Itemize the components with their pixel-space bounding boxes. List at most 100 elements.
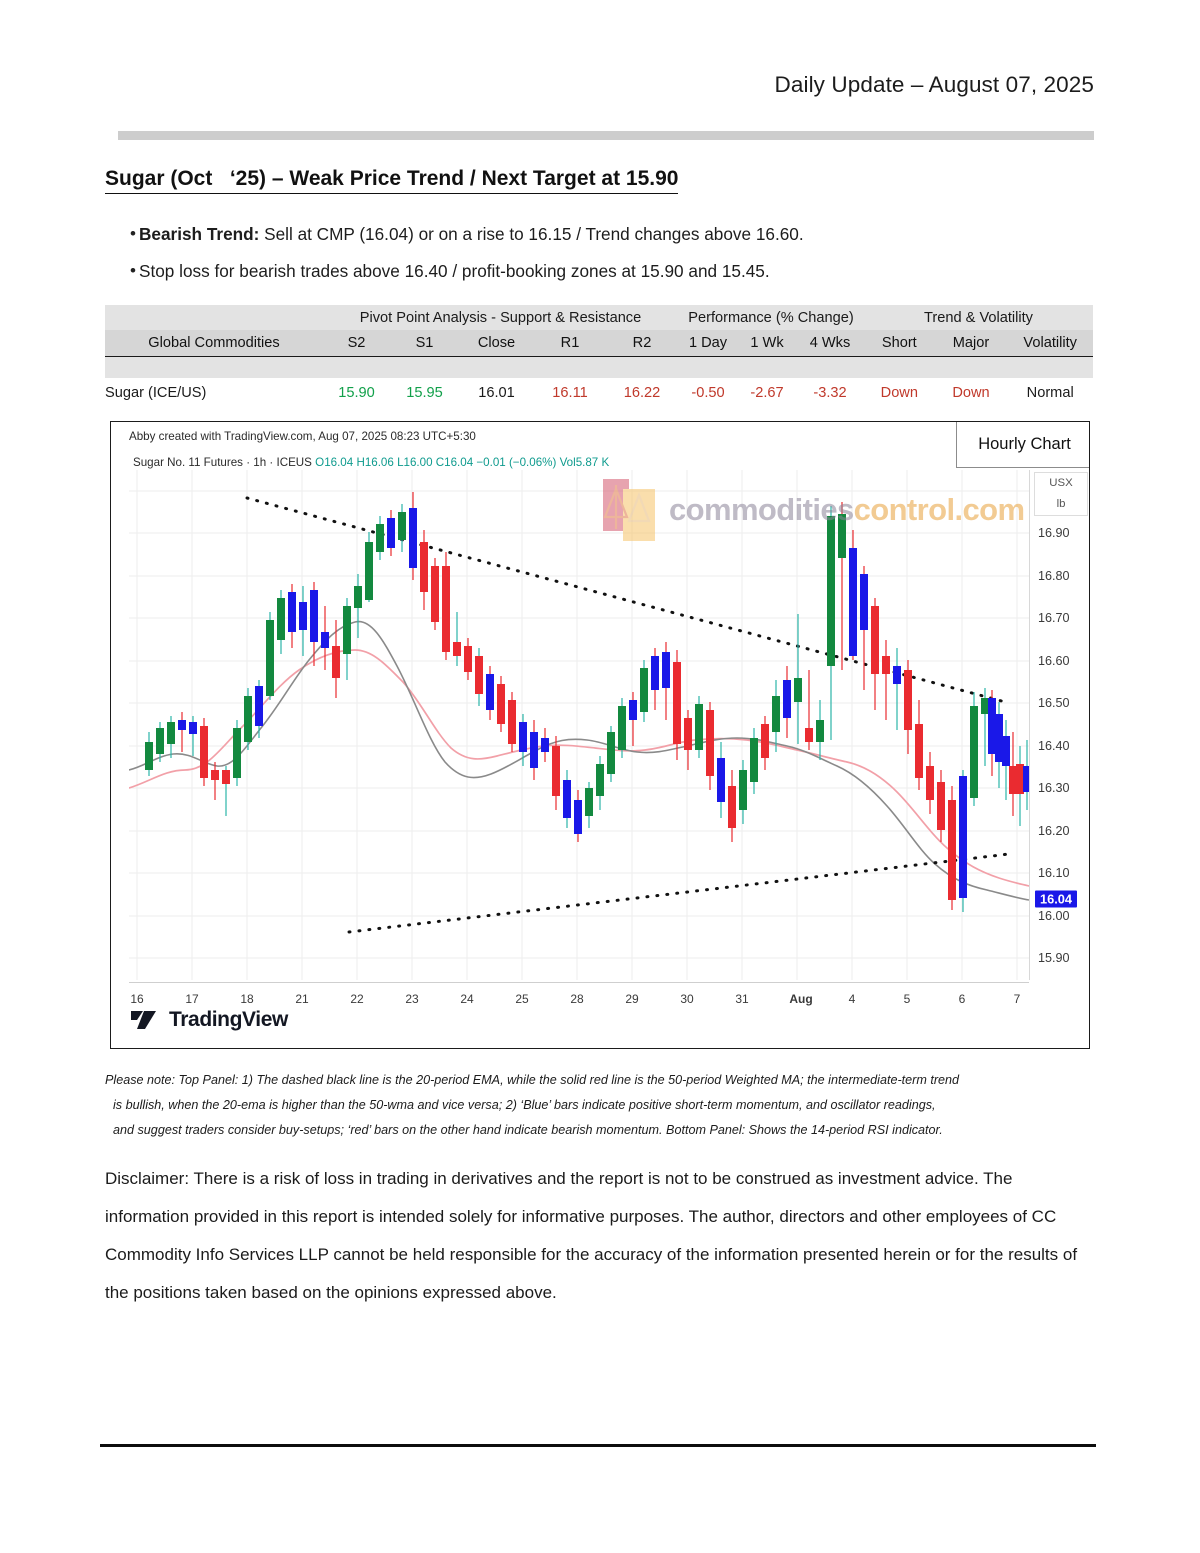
candle: [563, 770, 571, 828]
candle: [915, 700, 923, 790]
chart-plot-area: [129, 470, 1029, 980]
candle: [1016, 746, 1024, 826]
price-tick: 15.90: [1038, 951, 1070, 965]
tradingview-label: TradingView: [169, 1008, 288, 1031]
price-unit-box: USX lb: [1034, 472, 1088, 516]
candle: [552, 736, 560, 810]
time-tick: 23: [405, 992, 419, 1006]
candle: [167, 716, 175, 758]
legend-change: −0.01 (−0.06%): [476, 456, 557, 469]
candle: [156, 722, 164, 762]
time-tick: 28: [570, 992, 584, 1006]
candle: [1023, 740, 1029, 810]
cell-volatility: Normal: [1007, 378, 1093, 408]
footnote-line-2: is bullish, when the 20-ema is higher th…: [113, 1098, 936, 1112]
bullet-list: • Bearish Trend: Sell at CMP (16.04) or …: [105, 222, 1095, 296]
price-chart[interactable]: Abby created with TradingView.com, Aug 0…: [110, 421, 1090, 1049]
candle: [629, 692, 637, 746]
col-header-short: Short: [864, 330, 935, 357]
header-divider: [118, 131, 1094, 140]
candle: [398, 504, 406, 552]
col-header-r1: R1: [534, 330, 606, 357]
col-header-r2: R2: [606, 330, 678, 357]
footer-divider: [100, 1444, 1096, 1447]
price-tick: 16.40: [1038, 739, 1070, 753]
bullet-dot-icon: •: [130, 224, 136, 243]
candle: [277, 590, 285, 654]
price-axis[interactable]: USX lb 17.00 16.90 16.80 16.70 16.60 16.…: [1029, 470, 1089, 980]
candle: [596, 756, 604, 810]
time-tick-month: Aug: [789, 992, 813, 1006]
candlestick-plot: [129, 470, 1029, 980]
tradingview-logo[interactable]: TradingView: [131, 1008, 288, 1032]
candle: [145, 732, 153, 776]
bullet-text: Bearish Trend: Sell at CMP (16.04) or on…: [139, 222, 804, 246]
candle: [321, 606, 329, 670]
tradingview-mark-icon: [131, 1010, 156, 1029]
cell-close: 16.01: [459, 378, 534, 408]
candle: [926, 752, 934, 814]
table-spacer-row: [105, 356, 1093, 378]
group-header-pivot: Pivot Point Analysis - Support & Resista…: [323, 305, 678, 330]
candle: [343, 598, 351, 680]
table-group-header-row: Pivot Point Analysis - Support & Resista…: [105, 305, 1093, 330]
candle: [673, 650, 681, 760]
ema-20-line: [129, 620, 1029, 901]
bullet-dot-icon: •: [130, 261, 136, 280]
candle: [244, 688, 252, 750]
page-title: Sugar (Oct ‘25) – Weak Price Trend / Nex…: [105, 167, 679, 194]
candle: [354, 574, 362, 638]
price-tick: 16.10: [1038, 866, 1070, 880]
candle: [607, 726, 615, 782]
time-tick: 30: [680, 992, 694, 1006]
candle: [849, 530, 857, 660]
candle: [519, 714, 527, 766]
candle: [255, 680, 263, 738]
candle: [222, 766, 230, 816]
legend-high: 16.06: [364, 456, 394, 469]
legend-open-label: O: [315, 456, 325, 469]
candle: [288, 584, 296, 648]
candle: [618, 698, 626, 758]
col-header-s1: S1: [390, 330, 459, 357]
price-tick: 16.90: [1038, 526, 1070, 540]
candle: [299, 586, 307, 656]
candle: [541, 728, 549, 762]
candle: [464, 638, 472, 680]
candle: [332, 620, 340, 698]
candle: [772, 680, 780, 752]
chart-credit-text: Abby created with TradingView.com, Aug 0…: [129, 430, 476, 443]
candle: [706, 702, 714, 790]
time-tick: 17: [185, 992, 199, 1006]
hourly-chart-badge: Hourly Chart: [956, 422, 1089, 468]
candle: [640, 660, 648, 722]
cell-r1: 16.11: [534, 378, 606, 408]
candle: [409, 492, 417, 580]
candle: [508, 692, 516, 752]
table-header-row: Global Commodities S2 S1 Close R1 R2 1 D…: [105, 330, 1093, 357]
candle: [310, 582, 318, 666]
candle: [728, 770, 736, 842]
price-tick: 16.30: [1038, 781, 1070, 795]
col-header-commodity: Global Commodities: [105, 330, 323, 357]
candle: [189, 716, 197, 756]
candle: [684, 710, 692, 770]
candle: [211, 762, 219, 800]
candle: [937, 770, 945, 842]
time-tick: 5: [903, 992, 911, 1006]
candle: [200, 718, 208, 786]
legend-instrument: Sugar No. 11 Futures · 1h · ICEUS: [133, 456, 312, 469]
time-axis[interactable]: 16 17 18 21 22 23 24 25 28 29 30 31 Aug …: [129, 982, 1029, 1012]
candle: [816, 700, 824, 760]
cell-1day: -0.50: [678, 378, 738, 408]
candle: [497, 676, 505, 732]
time-tick: 29: [625, 992, 639, 1006]
price-tick: 16.50: [1038, 696, 1070, 710]
bullet-strong: Bearish Trend:: [139, 224, 260, 244]
col-header-4wks: 4 Wks: [796, 330, 864, 357]
time-tick: 25: [515, 992, 529, 1006]
unit-weight: lb: [1056, 498, 1066, 510]
cell-s2: 15.90: [323, 378, 390, 408]
candle: [882, 640, 890, 720]
